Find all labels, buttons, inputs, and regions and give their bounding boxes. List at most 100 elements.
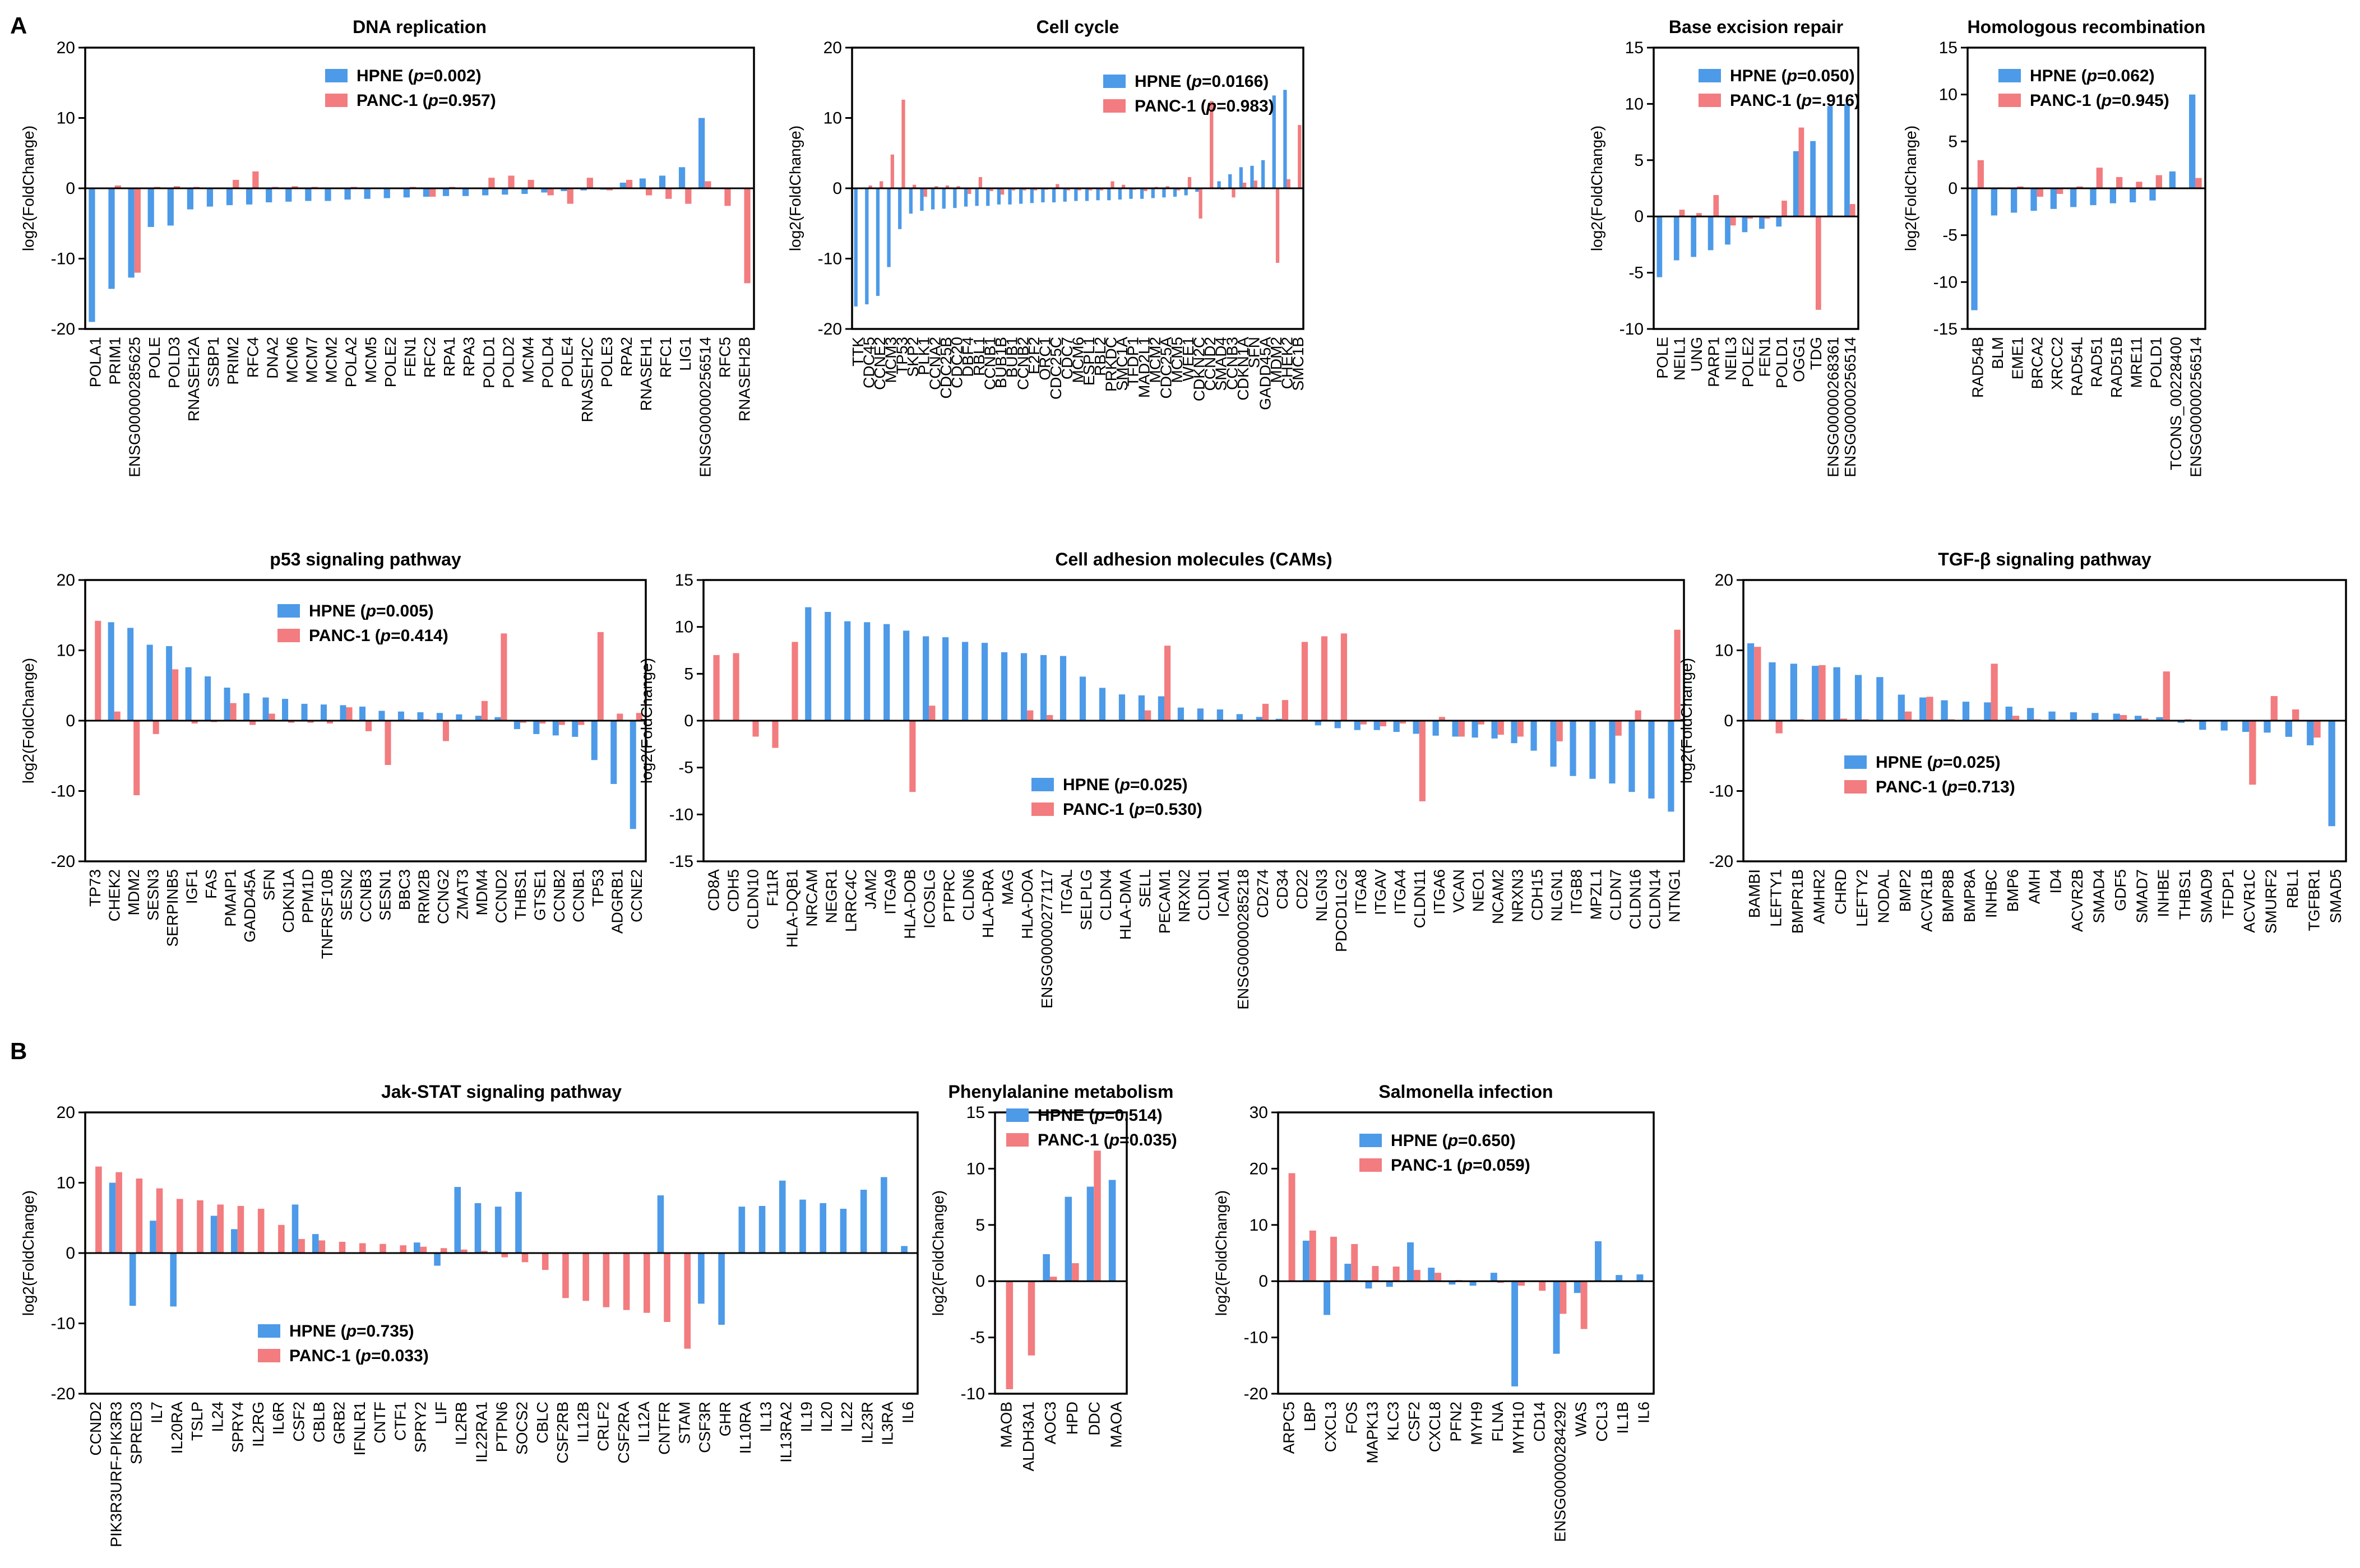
bar-hpne-prim2	[226, 188, 233, 206]
x-tick-label-neil1: NEIL1	[1671, 337, 1688, 381]
x-tick-label-cd14: CD14	[1530, 1402, 1548, 1442]
x-tick-label-pole2: POLE2	[382, 337, 399, 387]
bar-hpne-fas	[205, 676, 211, 721]
x-tick-label-tcons-00228400: TCONS_00228400	[2167, 337, 2185, 470]
x-tick-label-grb2: GRB2	[331, 1402, 348, 1444]
bar-panc1-cd8a	[713, 655, 720, 721]
x-tick-label-pold1: POLD1	[2148, 337, 2165, 388]
bar-panc1-chrd	[1840, 718, 1848, 721]
y-axis-label: log2(FoldChange)	[1213, 1190, 1230, 1316]
y-axis-label: log2(FoldChange)	[638, 658, 655, 783]
y-tick-label: 20	[1715, 571, 1733, 590]
x-tick-label-cldn14: CLDN14	[1646, 869, 1664, 929]
plot-frame	[1742, 579, 2347, 862]
bar-hpne-myh9	[1469, 1281, 1477, 1286]
bar-panc1-pold1	[2155, 175, 2162, 188]
bar-panc1-cxcl3	[1330, 1236, 1337, 1282]
y-tick-label: 10	[1939, 86, 1958, 104]
x-tick-label-mag: MAG	[999, 869, 1016, 905]
bar-hpne-cblb	[312, 1234, 319, 1253]
bar-hpne-lefty1	[1769, 662, 1776, 721]
bar-hpne-id4	[2048, 711, 2056, 721]
x-tick-label-sesn3: SESN3	[145, 869, 162, 921]
bar-panc1-il6r	[278, 1224, 285, 1253]
bar-hpne-cdc25a	[1162, 188, 1166, 198]
x-tick-label-ccna2: CCNA2	[926, 337, 943, 390]
x-tick-label-il10ra: IL10RA	[737, 1402, 754, 1454]
chart-tgf: TGF-β signaling pathwaylog2(FoldChange)-…	[1678, 549, 2347, 934]
y-axis-label: log2(FoldChange)	[929, 1190, 947, 1316]
chart-sal: Salmonella infection log2(FoldChange) -20 -…	[1213, 1082, 1655, 1542]
bar-panc1-csf2	[298, 1238, 305, 1253]
bar-panc1-arpc5	[1288, 1173, 1295, 1282]
bar-hpne-il22	[840, 1208, 847, 1253]
bar-panc1-plk1	[923, 188, 927, 197]
bar-hpne-rbl1	[975, 188, 979, 206]
bar-hpne-sesn2	[340, 705, 346, 721]
x-tick-label-ptpn6: PTPN6	[493, 1402, 511, 1452]
bar-panc1-cdc7	[1066, 188, 1071, 191]
x-tick-label-mdm4: MDM4	[473, 869, 490, 915]
bar-hpne-pold2	[502, 188, 508, 195]
chart-ber: Base excision repair log2(FoldChange) -10 -…	[1588, 17, 1860, 477]
bar-panc1-ccna2	[934, 186, 938, 188]
bar-panc1-cxcl8	[1434, 1273, 1442, 1282]
bar-hpne-acvr1b	[1919, 697, 1927, 721]
x-tick-label-bambi: BAMBI	[1746, 869, 1763, 918]
bar-hpne-ncam2	[1491, 721, 1498, 739]
bar-panc1-cdc25b	[945, 185, 950, 188]
bar-panc1-sfn	[269, 713, 275, 721]
bar-panc1-lbp	[1309, 1230, 1316, 1282]
x-tick-label-aoc3: AOC3	[1042, 1402, 1059, 1444]
bar-panc1-prim2	[233, 179, 239, 188]
bar-hpne-lig1	[678, 167, 686, 188]
x-tick-label-ccnb2: CCNB2	[550, 869, 568, 922]
x-tick-label-bbc3: BBC3	[396, 869, 413, 910]
bar-hpne-cldn1	[1197, 708, 1204, 721]
x-tick-label-rad51b: RAD51B	[2108, 337, 2125, 398]
x-tick-label-espl1: ESPL1	[1080, 337, 1098, 386]
bar-panc1-cdc45	[868, 185, 872, 188]
bar-panc1-ccnb2	[1022, 188, 1026, 191]
y-tick-label: 20	[1250, 1159, 1268, 1178]
x-tick-label-id4: ID4	[2047, 869, 2065, 894]
charts-container: DNA replication log2(FoldChange) -20 -10 0 10…	[20, 17, 2347, 1547]
bar-panc1-ccnb1	[989, 188, 993, 192]
legend: HPNE (p=0.735) PANC-1 (p=0.033)	[258, 1322, 429, 1365]
bar-panc1-espl1	[1089, 188, 1093, 191]
bar-hpne-mpzl1	[1589, 721, 1596, 779]
legend-label-panc: PANC-1 (p=0.945)	[2030, 91, 2169, 110]
y-tick-label: 10	[675, 618, 693, 637]
chart-cc: Cell cycle log2(FoldChange) -20 -10 0 10 20 TTK…	[786, 17, 1307, 410]
bar-hpne-nodal	[1876, 677, 1884, 721]
legend-label-panc: PANC-1 (p=0.983)	[1135, 97, 1274, 115]
bar-hpne-blm	[1991, 188, 1997, 216]
bar-hpne-ntng1	[1668, 721, 1674, 812]
bar-panc1-lif	[440, 1248, 447, 1253]
y-tick-label: -15	[1933, 320, 1958, 338]
x-tick-label-smad7: SMAD7	[2133, 869, 2150, 923]
bar-hpne-ensg00000256514	[2189, 94, 2196, 188]
bar-panc1-spred3	[136, 1178, 143, 1253]
y-tick-label: 10	[57, 109, 75, 128]
bar-hpne-sesn1	[378, 711, 385, 721]
legend: HPNE (p=0.650) PANC-1 (p=0.059)	[1359, 1131, 1530, 1175]
bar-hpne-mad2l1	[1140, 188, 1144, 199]
bar-hpne-mcm2	[325, 188, 331, 201]
y-tick-label: -20	[51, 320, 75, 338]
bar-panc1-ccne2	[880, 181, 883, 188]
bar-hpne-mcm3	[887, 188, 891, 267]
bar-hpne-negr1	[825, 611, 831, 721]
bar-hpne-mcm4	[521, 188, 528, 194]
bar-hpne-rad54l	[2070, 188, 2077, 207]
legend-swatch-panc	[1359, 1158, 1382, 1172]
bar-panc1-cdkn1a	[288, 721, 295, 723]
x-tick-label-cldn1: CLDN1	[1195, 869, 1213, 921]
x-tick-label-crlf2: CRLF2	[595, 1402, 612, 1451]
chart-title: Jak-STAT signaling pathway	[381, 1082, 622, 1102]
legend-label-hpne: HPNE (p=0.005)	[309, 602, 434, 620]
chart-title: Phenylalanine metabolism	[948, 1082, 1174, 1102]
x-tick-label-il23r: IL23R	[858, 1402, 876, 1444]
bar-panc1-smc1a	[1122, 184, 1126, 188]
bar-hpne-ccna2	[931, 188, 935, 210]
